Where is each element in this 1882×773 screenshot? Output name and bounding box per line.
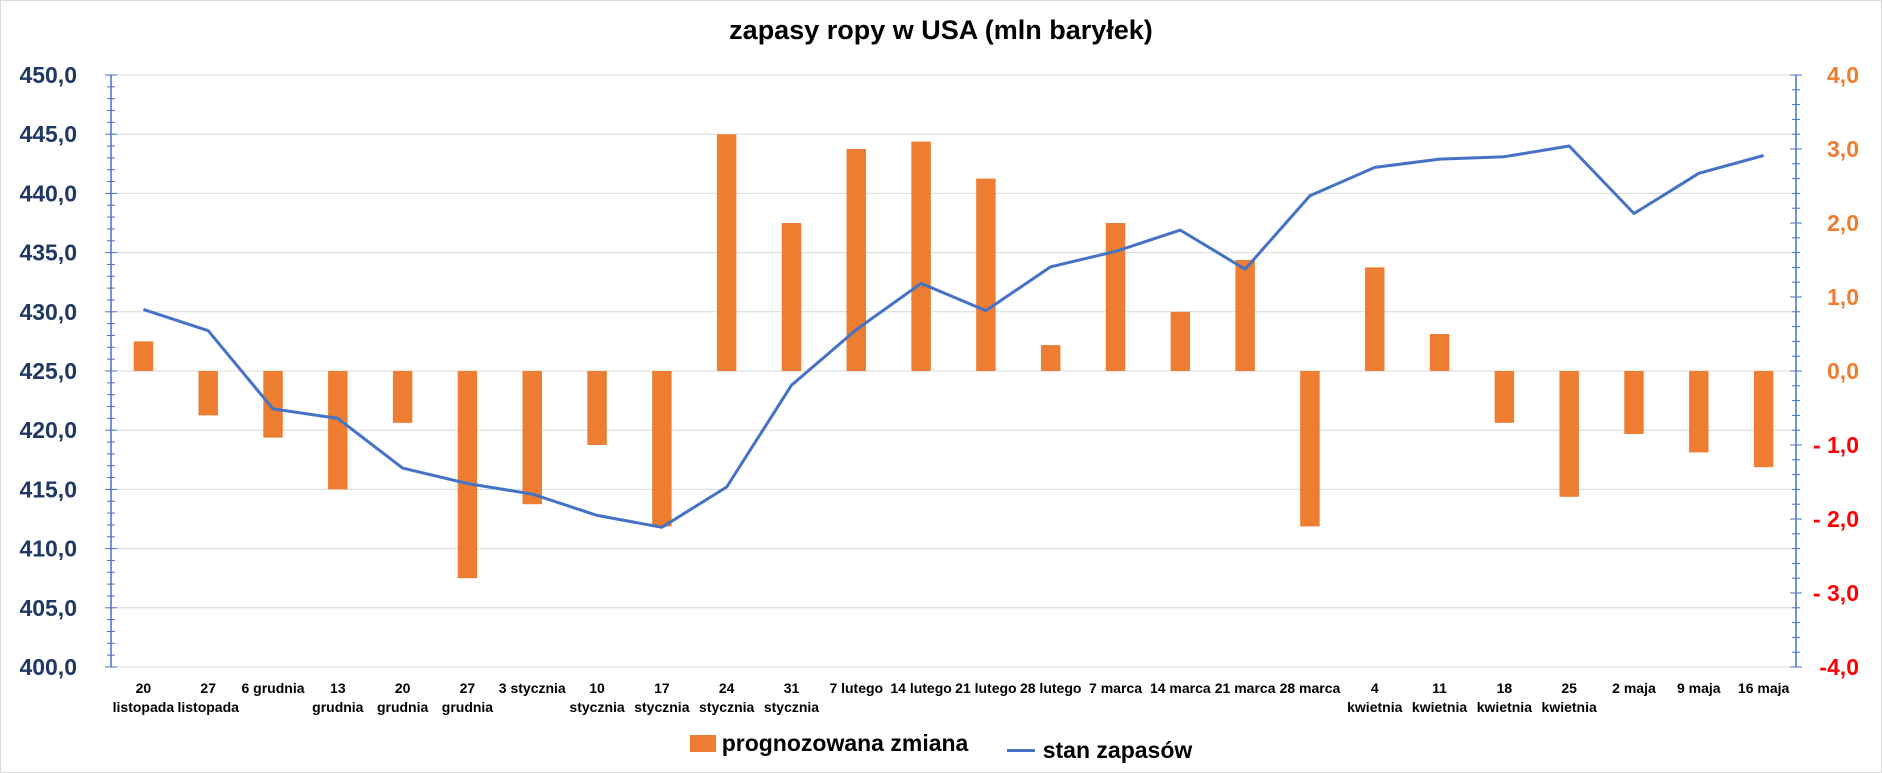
category-label: 2 maja [1612, 680, 1656, 696]
category-label: 20 [136, 680, 152, 696]
right-axis-tick-label: - 1,0 [1813, 432, 1859, 458]
left-axis-tick-label: 420,0 [19, 417, 77, 443]
category-label: 28 marca [1280, 680, 1341, 696]
category-label: stycznia [569, 699, 624, 715]
bar [1494, 371, 1515, 423]
bar [1170, 311, 1191, 371]
right-axis-tick-label: 3,0 [1827, 136, 1859, 162]
category-label: 11 [1432, 680, 1447, 696]
bar [716, 134, 737, 371]
bar [328, 371, 348, 490]
left-axis-tick-label: 410,0 [19, 536, 77, 562]
line-series [142, 144, 1764, 529]
category-label: 13 [330, 680, 346, 696]
bar [846, 149, 867, 371]
category-label: 7 lutego [829, 680, 883, 696]
category-label: 25 [1561, 680, 1577, 696]
bar [263, 371, 283, 438]
bar [1235, 260, 1255, 371]
bar [1429, 334, 1450, 371]
category-label: grudnia [377, 699, 429, 715]
bar [1105, 223, 1126, 371]
bar [522, 371, 542, 505]
category-label: 27 [460, 680, 476, 696]
right-axis-tick-label: -4,0 [1819, 654, 1859, 680]
right-axis-tick-label: - 3,0 [1813, 580, 1859, 606]
right-axis-tick-label: 2,0 [1827, 210, 1859, 236]
category-label: 4 [1371, 680, 1379, 696]
right-axis-tick-label: 0,0 [1827, 358, 1859, 384]
legend-label-line: stan zapasów [1042, 737, 1193, 763]
bar [1559, 371, 1579, 497]
left-axis-tick-label: 425,0 [19, 358, 77, 384]
chart-title: zapasy ropy w USA (mln baryłek) [729, 15, 1153, 45]
legend-swatch-line [1006, 749, 1035, 752]
bar [457, 371, 478, 579]
category-label: 7 marca [1089, 680, 1142, 696]
left-axis-tick-label: 445,0 [19, 121, 77, 147]
bar [1753, 371, 1774, 468]
category-label: 24 [719, 680, 735, 696]
category-label: stycznia [699, 699, 754, 715]
category-label: 28 lutego [1020, 680, 1081, 696]
left-axis-tick-label: 400,0 [19, 654, 77, 680]
left-axis-tick-label: 415,0 [19, 476, 77, 502]
category-label: listopada [113, 699, 175, 715]
bar [781, 223, 802, 371]
category-label: 3 stycznia [499, 680, 566, 696]
category-label: kwietnia [1542, 699, 1597, 715]
right-axis-tick-label: 4,0 [1827, 62, 1859, 88]
bar [1624, 371, 1644, 434]
left-axis-tick-label: 440,0 [19, 180, 77, 206]
left-axis-tick-label: 430,0 [19, 299, 77, 325]
bar [1689, 371, 1709, 453]
category-label: kwietnia [1412, 699, 1467, 715]
left-axis-tick-label: 405,0 [19, 595, 77, 621]
category-label: 20 [395, 680, 411, 696]
left-axis-tick-label: 450,0 [19, 62, 77, 88]
category-label: 27 [200, 680, 216, 696]
bar [133, 341, 154, 371]
bar [911, 141, 931, 371]
bar [198, 371, 218, 416]
bar [652, 371, 672, 527]
left-axis-tick-label: 435,0 [19, 240, 77, 266]
bar [976, 178, 996, 371]
category-label: stycznia [764, 699, 819, 715]
legend-swatch-bars [689, 735, 716, 752]
bar [1300, 371, 1320, 527]
bar [1040, 345, 1061, 371]
bar [392, 371, 413, 423]
category-label: stycznia [634, 699, 689, 715]
category-label: grudnia [312, 699, 364, 715]
category-label: 31 [784, 680, 800, 696]
category-label: 17 [654, 680, 670, 696]
category-label: 18 [1497, 680, 1513, 696]
category-label: 10 [589, 680, 605, 696]
bar [587, 371, 607, 445]
category-label: 6 grudnia [242, 680, 305, 696]
chart-legend: prognozowana zmiana stan zapasów [1, 730, 1881, 764]
category-label: 9 maja [1677, 680, 1721, 696]
category-label: 16 maja [1738, 680, 1790, 696]
right-axis-tick-label: 1,0 [1827, 284, 1859, 310]
category-label: 21 lutego [955, 680, 1016, 696]
legend-item-line: stan zapasów [1006, 737, 1193, 764]
right-axis-tick-label: - 2,0 [1813, 506, 1859, 532]
category-label: listopada [177, 699, 239, 715]
bar [1365, 267, 1385, 371]
category-label: 14 marca [1150, 680, 1211, 696]
legend-item-bars: prognozowana zmiana [689, 730, 969, 757]
category-label: kwietnia [1477, 699, 1532, 715]
category-label: 21 marca [1215, 680, 1276, 696]
category-label: grudnia [442, 699, 494, 715]
category-label: kwietnia [1347, 699, 1402, 715]
legend-label-bars: prognozowana zmiana [721, 730, 969, 756]
category-label: 14 lutego [890, 680, 951, 696]
